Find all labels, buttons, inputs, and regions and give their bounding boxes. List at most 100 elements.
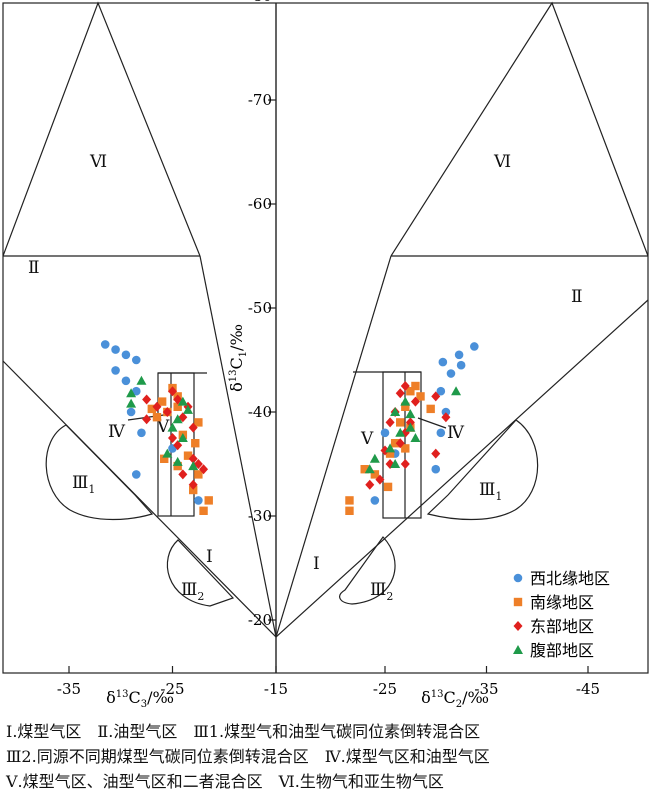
axis-title-subscript: 1 [238,351,249,357]
left-data-point [172,414,183,424]
legend-label: 南缘地区 [530,593,594,612]
left-data-point [167,422,178,432]
right-region-vi-label: Ⅵ [493,152,511,172]
right-data-point [395,388,405,399]
left-region-iii1-label: Ⅲ1 [72,473,95,496]
plot-frame [2,2,649,674]
left-data-point [168,433,177,443]
data-points [100,340,479,515]
axis-title-element: C [227,357,246,369]
right-region-iii1-outline [426,419,539,521]
legend-marker [513,645,523,654]
right-region-iii2-label: Ⅲ2 [370,580,393,603]
left-data-point [152,401,162,412]
axis-title-delta: δ [106,688,116,707]
right-data-point [454,350,464,360]
left-data-point [188,461,199,471]
caption-line-2: Ⅲ2.同源不同期煤型气碳同位素倒转混合区 Ⅳ.煤型气区和油型气区 [6,747,490,766]
left-x-tick-label: -35 [57,680,81,698]
left-data-point [131,386,141,396]
region-labels: Ⅵ Ⅵ Ⅱ Ⅱ Ⅰ Ⅰ Ⅳ Ⅳ Ⅴ Ⅴ Ⅲ1 Ⅲ1 Ⅲ2 Ⅲ2 [28,152,583,603]
right-data-point [369,453,380,463]
left-region-iv-label: Ⅳ [108,422,126,442]
left-data-point [204,496,213,505]
right-data-point [436,428,446,438]
left-data-point [162,407,172,417]
left-data-point [177,433,188,442]
axis-title-subscript: 3 [141,699,147,710]
axis-title-element: C [128,688,140,707]
right-iii1-subscript: 1 [495,490,502,503]
left-data-point [172,456,183,466]
right-data-point [383,482,393,492]
legend-marker [513,573,523,583]
right-data-point [446,369,456,378]
left-iii2-numeral: Ⅲ [181,580,197,600]
left-data-point [188,453,198,464]
left-data-point [199,506,208,515]
left-x-axis-title: δ13C3/‰ [106,688,174,710]
right-data-point [390,439,400,448]
left-data-point [173,440,183,451]
right-data-point [364,464,375,474]
right-data-point [345,506,354,515]
right-data-point [441,407,451,417]
left-data-point [131,470,141,479]
left-data-point [173,402,182,411]
axis-title-subscript: 2 [456,699,462,710]
right-region-iii-boundary [275,299,649,638]
right-data-point [380,428,390,438]
legend-marker [513,621,523,631]
axis-title-superscript: 13 [431,689,444,700]
right-data-point [405,422,416,432]
right-region-ii-label: Ⅱ [571,287,583,307]
left-data-point [152,413,162,422]
right-data-point [405,409,416,419]
right-data-point [401,444,410,453]
left-iii1-numeral: Ⅲ [72,473,88,493]
right-data-point [405,417,415,428]
right-data-point [385,443,396,453]
isotope-identification-chart: Ⅵ Ⅵ Ⅱ Ⅱ Ⅰ Ⅰ Ⅳ Ⅳ Ⅴ Ⅴ Ⅲ1 Ⅲ1 Ⅲ2 Ⅲ2 -80-70-6… [2,0,649,710]
left-iii2-subscript: 2 [197,590,204,603]
right-data-point [416,392,425,401]
legend-label: 腹部地区 [530,641,594,660]
axis-title-unit: /‰ [462,688,489,707]
y-tick-label: -50 [248,299,272,317]
right-data-point [400,459,410,469]
left-data-point [136,375,147,385]
left-data-point [142,394,152,405]
left-region-iii2-label: Ⅲ2 [181,580,204,603]
right-data-point [470,342,479,351]
left-data-point [111,345,120,354]
right-data-point [410,433,421,442]
left-data-point [178,469,188,480]
right-data-point [380,445,390,456]
left-data-point [188,479,198,490]
right-data-point [396,418,405,427]
left-region-vi-triangle [2,1,201,257]
left-x-tick-label: -25 [160,680,184,698]
right-region-iv-label: Ⅳ [447,423,465,443]
left-data-point [131,355,141,365]
right-data-point [400,396,411,406]
left-data-point [194,418,203,427]
right-data-point [426,404,435,414]
y-tick-label: -20 [248,611,272,629]
left-x-tick-label: -15 [264,680,288,698]
left-data-point [168,386,177,397]
left-data-point [173,461,182,471]
right-region-vi-triangle [390,1,649,257]
right-region-v-label: Ⅴ [360,429,374,449]
y-tick-label: -40 [248,403,272,421]
left-data-point [126,388,137,398]
right-data-point [390,459,401,468]
axis-title-delta: δ [227,382,246,392]
y-tick-label: -60 [248,195,272,213]
left-data-point [160,454,169,463]
right-data-point [410,396,420,407]
right-data-point [395,427,406,437]
left-data-point [177,396,188,406]
right-data-point [390,407,401,416]
